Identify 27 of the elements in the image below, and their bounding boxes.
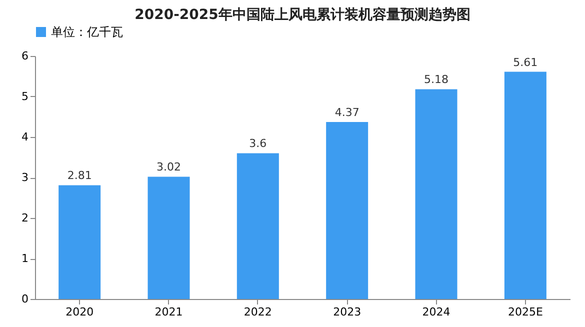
bar	[236, 153, 279, 299]
bar	[148, 176, 190, 299]
y-tick-label: 3	[22, 171, 28, 184]
x-tick-label: 2023	[333, 306, 362, 318]
data-label: 3.6	[249, 137, 267, 150]
data-label: 3.02	[156, 160, 181, 174]
bar	[326, 122, 368, 299]
data-label: 2.81	[67, 169, 92, 182]
legend-label: 单位：亿千瓦	[51, 25, 123, 39]
data-label: 5.18	[424, 73, 448, 86]
chart-title: 2020-2025年中国陆上风电累计装机容量预测趋势图	[134, 6, 470, 23]
bar	[504, 72, 546, 299]
x-tick-label: 2025E	[508, 306, 543, 318]
y-tick-label: 4	[22, 130, 28, 144]
y-tick-label: 0	[22, 292, 28, 306]
y-tick-label: 6	[22, 50, 28, 62]
x-tick-label: 2024	[422, 306, 450, 318]
x-tick-label: 2020	[66, 306, 94, 318]
bar	[58, 185, 101, 299]
data-label: 5.61	[513, 56, 538, 69]
x-tick-label: 2021	[154, 306, 183, 318]
data-label: 4.37	[334, 106, 360, 120]
y-tick-label: 5	[22, 90, 28, 103]
y-tick-label: 2	[22, 212, 28, 224]
x-tick-label: 2022	[244, 306, 272, 318]
bar	[415, 89, 458, 299]
y-tick-label: 1	[22, 252, 28, 265]
